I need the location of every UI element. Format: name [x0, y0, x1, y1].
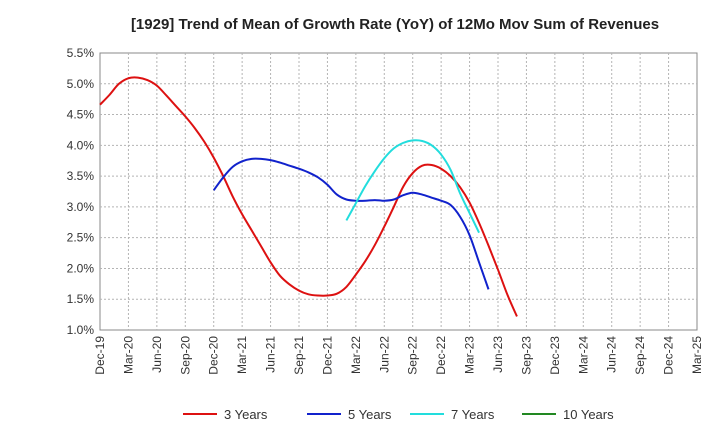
series-lines [99, 76, 518, 317]
legend: 3 Years 5 Years 7 Years 10 Years [183, 407, 614, 422]
x-tick-label: Mar-21 [235, 336, 249, 374]
y-tick-label: 5.0% [67, 77, 95, 91]
x-tick-label: Mar-25 [690, 336, 704, 374]
x-tick-label: Mar-23 [463, 336, 477, 374]
y-tick-label: 2.5% [67, 231, 95, 245]
x-tick-label: Jun-22 [377, 336, 391, 373]
chart-title: [1929] Trend of Mean of Growth Rate (YoY… [131, 16, 659, 33]
y-tick-label: 5.5% [67, 46, 95, 60]
x-tick-label: Sep-24 [633, 336, 647, 375]
legend-label: 7 Years [451, 407, 495, 422]
x-axis: Dec-19 Mar-20 Jun-20 Sep-20 Dec-20 Mar-21 Jun-… [93, 336, 704, 375]
y-tick-label: 4.0% [67, 138, 95, 152]
y-tick-label: 1.5% [67, 292, 95, 306]
x-tick-label: Sep-22 [406, 336, 420, 375]
x-tick-label: Sep-21 [292, 336, 306, 375]
grid-lines [100, 53, 697, 330]
legend-label: 5 Years [348, 407, 392, 422]
series-line-5-years [212, 157, 490, 290]
x-tick-label: Dec-19 [93, 336, 107, 375]
x-tick-label: Jun-23 [491, 336, 505, 373]
y-axis: 1.0% 1.5% 2.0% 2.5% 3.0% 3.5% 4.0% 4.5% 5.0% 5.5% [67, 46, 95, 337]
y-tick-label: 3.5% [67, 169, 95, 183]
x-tick-label: Dec-21 [320, 336, 334, 375]
series-line-3-years [99, 76, 518, 317]
x-tick-label: Sep-20 [178, 336, 192, 375]
y-tick-label: 3.0% [67, 200, 95, 214]
legend-label: 10 Years [563, 407, 614, 422]
x-tick-label: Mar-22 [349, 336, 363, 374]
x-tick-label: Mar-20 [121, 336, 135, 374]
x-tick-label: Dec-24 [662, 336, 676, 375]
x-tick-label: Jun-24 [605, 336, 619, 373]
y-tick-label: 4.5% [67, 108, 95, 122]
x-tick-label: Mar-24 [576, 336, 590, 374]
x-tick-label: Jun-21 [264, 336, 278, 373]
plot-frame [99, 52, 698, 331]
x-tick-label: Dec-20 [207, 336, 221, 375]
x-tick-label: Dec-23 [548, 336, 562, 375]
series-line-7-years [345, 139, 480, 234]
legend-label: 3 Years [224, 407, 268, 422]
y-tick-label: 2.0% [67, 261, 95, 275]
x-tick-label: Jun-20 [150, 336, 164, 373]
x-tick-label: Sep-23 [519, 336, 533, 375]
x-tick-label: Dec-22 [434, 336, 448, 375]
y-tick-label: 1.0% [67, 323, 95, 337]
